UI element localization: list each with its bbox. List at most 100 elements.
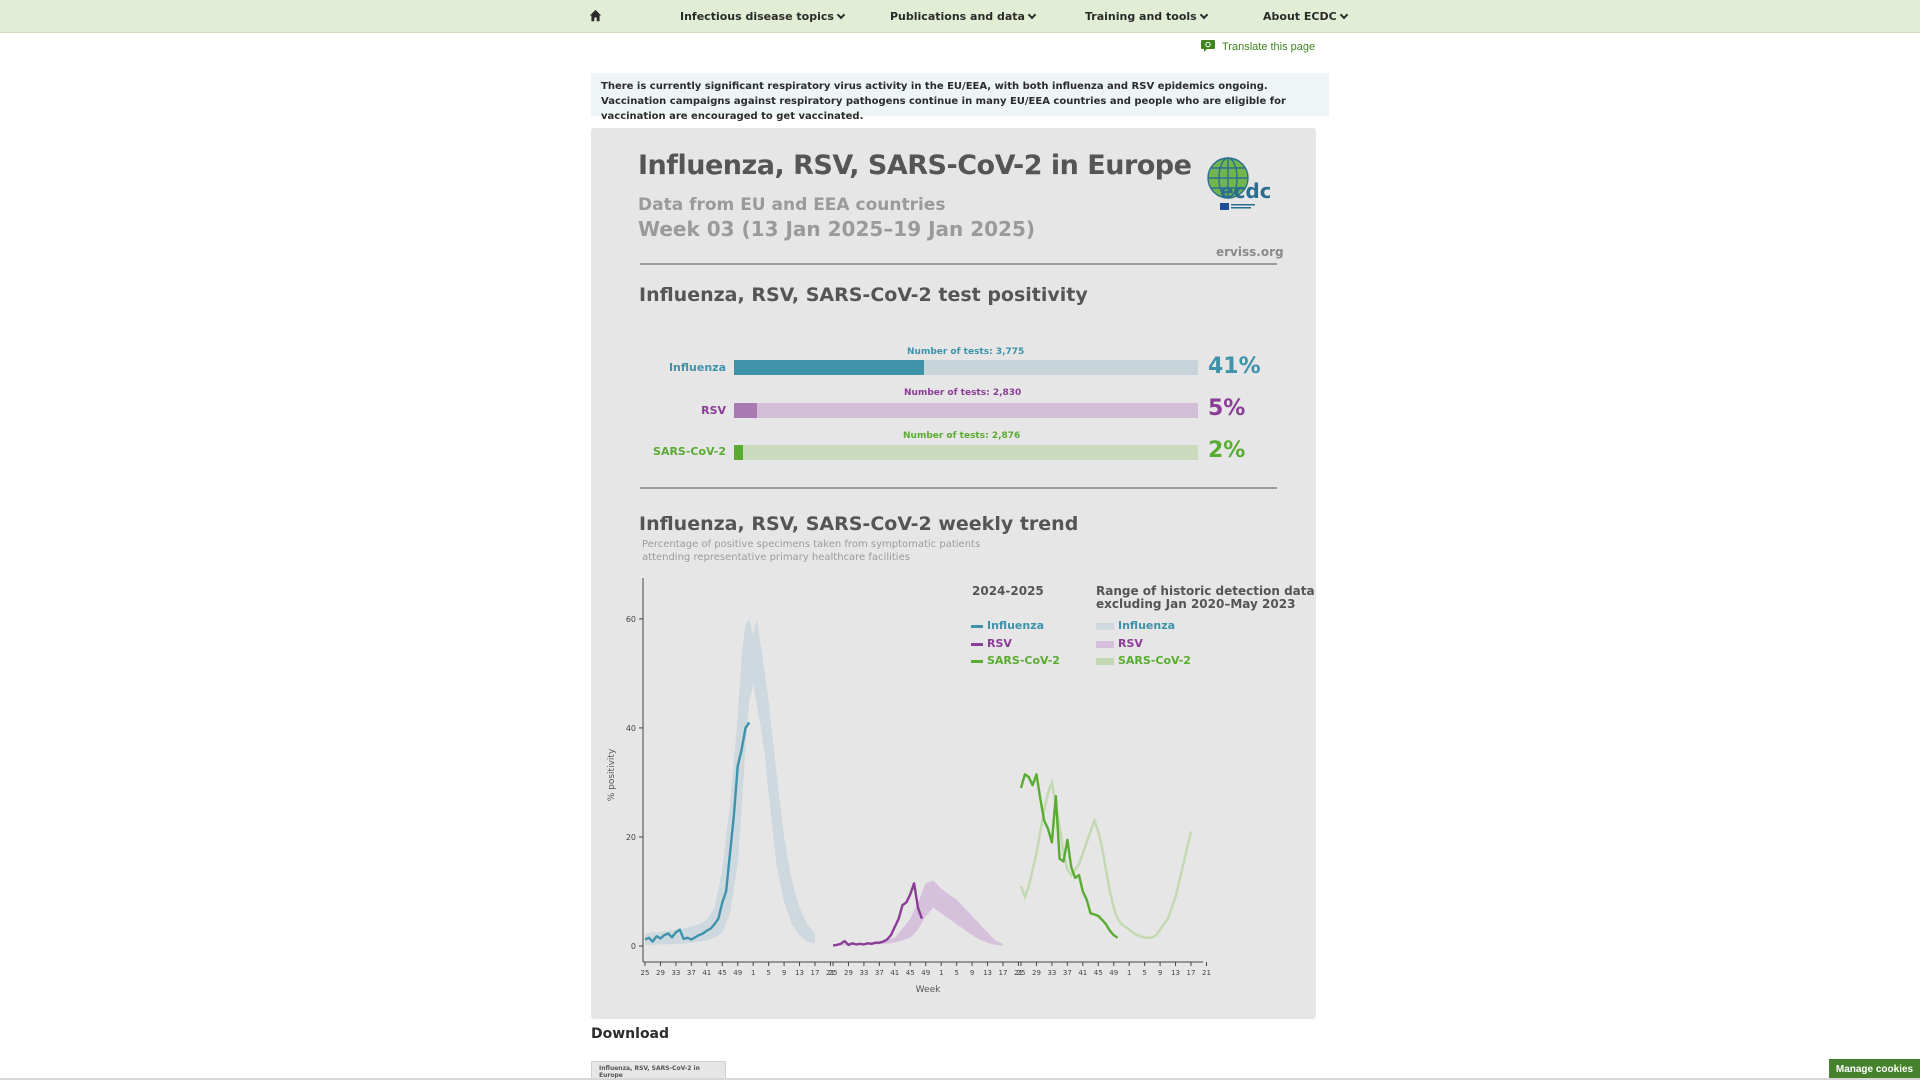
- chevron-down-icon: [1199, 10, 1208, 20]
- sars-cov-2-tests: Number of tests: 2,876: [903, 431, 1021, 441]
- x-tick-label: 49: [733, 969, 742, 977]
- x-tick-label: 25: [1017, 969, 1026, 977]
- legend-label: SARS-CoV-2: [1118, 654, 1191, 667]
- x-tick-label: 49: [1109, 969, 1118, 977]
- translate-label: Translate this page: [1222, 41, 1316, 53]
- legend-swatch: [1096, 640, 1114, 648]
- x-tick-label: 37: [875, 969, 884, 977]
- historic-range-rsv: [833, 880, 1003, 946]
- download-heading: Download: [591, 1026, 670, 1042]
- legend-swatch: [971, 642, 983, 646]
- legend-swatch: [971, 624, 983, 628]
- source-site: erviss.org: [1216, 245, 1284, 259]
- legend-label: RSV: [987, 637, 1012, 650]
- historic-range-influenza: [645, 618, 815, 945]
- infographic-title: Influenza, RSV, SARS-CoV-2 in Europe: [638, 150, 1192, 181]
- x-tick-label: 25: [829, 969, 838, 977]
- influenza-percent: 41%: [1208, 354, 1261, 379]
- trend-subheading: Percentage of positive specimens taken f…: [642, 539, 981, 563]
- sars-cov-2-bar-label: SARS-CoV-2: [653, 445, 726, 458]
- legend-season-title: 2024-2025: [972, 584, 1044, 598]
- x-tick-label: 29: [1032, 969, 1041, 977]
- legend-range-rsv: RSV: [1096, 637, 1143, 650]
- chevron-down-icon: [1339, 10, 1348, 20]
- legend-range-influenza: Influenza: [1096, 619, 1175, 632]
- manage-cookies-button[interactable]: Manage cookies: [1829, 1059, 1920, 1080]
- x-axis-label: Week: [916, 985, 941, 995]
- y-axis-label: % positivity: [607, 748, 617, 801]
- x-tick-label: 9: [1158, 969, 1162, 977]
- ecdc-logo: ecdc: [1207, 157, 1270, 210]
- x-tick-label: 13: [795, 969, 804, 977]
- divider: [640, 263, 1277, 265]
- influenza-tests: Number of tests: 3,775: [907, 347, 1025, 357]
- weekly-trend-chart: 0 20 40 60 % positivity 25 29 33 37 41 45 49 1 5 9 13 17…: [607, 578, 1211, 995]
- nav-infectious-disease-topics[interactable]: Infectious disease topics: [680, 10, 846, 23]
- infographic-week: Week 03 (13 Jan 2025–19 Jan 2025): [638, 217, 1036, 241]
- influenza-bar-label: Influenza: [668, 361, 726, 374]
- legend-swatch: [971, 659, 983, 663]
- x-tick-label: 45: [718, 969, 727, 977]
- x-tick-label: 5: [1142, 969, 1146, 977]
- nav-publications-and-data[interactable]: Publications and data: [890, 10, 1037, 23]
- x-tick-label: 41: [890, 969, 899, 977]
- x-tick-label: 37: [1063, 969, 1072, 977]
- notice-banner: There is currently significant respirato…: [591, 73, 1329, 122]
- sars-cov-2-percent: 2%: [1208, 438, 1246, 463]
- x-tick-label: 9: [970, 969, 974, 977]
- rsv-bar-track: [734, 403, 1198, 418]
- y-tick-label: 0: [631, 942, 636, 951]
- y-tick-label: 60: [626, 615, 636, 624]
- nav-label: Publications and data: [890, 10, 1025, 23]
- y-tick-label: 40: [626, 724, 636, 733]
- legend-line-influenza: Influenza: [971, 619, 1044, 632]
- x-tick-label: 49: [921, 969, 930, 977]
- x-tick-label: 29: [656, 969, 665, 977]
- sars-cov-2-bar-fill: [734, 445, 744, 460]
- svg-text:ecdc: ecdc: [1220, 179, 1270, 203]
- x-tick-label: 21: [826, 969, 835, 977]
- series-line-sars-cov-2: [1019, 773, 1119, 939]
- nav-about-ecdc[interactable]: About ECDC: [1263, 10, 1348, 23]
- series-line-influenza: [644, 721, 751, 943]
- speech-bubble-icon: [1201, 40, 1215, 52]
- x-tick-label: 45: [906, 969, 915, 977]
- rsv-tests: Number of tests: 2,830: [904, 388, 1022, 398]
- nav-label: About ECDC: [1263, 10, 1337, 23]
- x-tick-label: 29: [844, 969, 853, 977]
- chevron-down-icon: [836, 10, 846, 20]
- x-tick-label: 17: [811, 969, 820, 977]
- x-tick-label: 33: [859, 969, 868, 977]
- sars-cov-2-bar-track: [734, 445, 1198, 460]
- x-tick-label: 25: [641, 969, 650, 977]
- legend-range-title-line2: excluding Jan 2020–May 2023: [1096, 597, 1296, 611]
- nav-label: Training and tools: [1085, 10, 1197, 23]
- legend-label: Influenza: [1118, 619, 1176, 632]
- nav-training-and-tools[interactable]: Training and tools: [1085, 10, 1208, 23]
- legend-swatch: [1096, 657, 1114, 665]
- infographic-subtitle: Data from EU and EEA countries: [638, 195, 946, 215]
- chevron-down-icon: [1027, 10, 1037, 20]
- legend-swatch: [1096, 622, 1114, 630]
- translate-link[interactable]: Translate this page: [1201, 40, 1316, 53]
- x-tick-label: 21: [1202, 969, 1211, 977]
- x-tick-label: 13: [983, 969, 992, 977]
- home-icon[interactable]: [589, 9, 602, 22]
- y-tick-label: 20: [626, 833, 636, 842]
- legend-range-sars-cov-2: SARS-CoV-2: [1096, 654, 1191, 667]
- divider: [640, 487, 1277, 489]
- top-navigation: Infectious disease topics Publications a…: [0, 0, 1920, 33]
- page-bottom-border: [0, 1078, 1920, 1080]
- legend-line-rsv: RSV: [971, 637, 1012, 650]
- x-tick-label: 5: [954, 969, 958, 977]
- legend-range-title-line1: Range of historic detection data: [1096, 584, 1315, 598]
- legend-label: SARS-CoV-2: [987, 654, 1060, 667]
- legend-label: RSV: [1118, 637, 1143, 650]
- x-tick-label: 33: [1047, 969, 1056, 977]
- nav-label: Infectious disease topics: [680, 10, 834, 23]
- x-tick-label: 33: [671, 969, 680, 977]
- x-tick-label: 1: [939, 969, 943, 977]
- x-tick-label: 45: [1094, 969, 1103, 977]
- x-tick-label: 41: [1078, 969, 1087, 977]
- rsv-bar-fill: [734, 403, 758, 418]
